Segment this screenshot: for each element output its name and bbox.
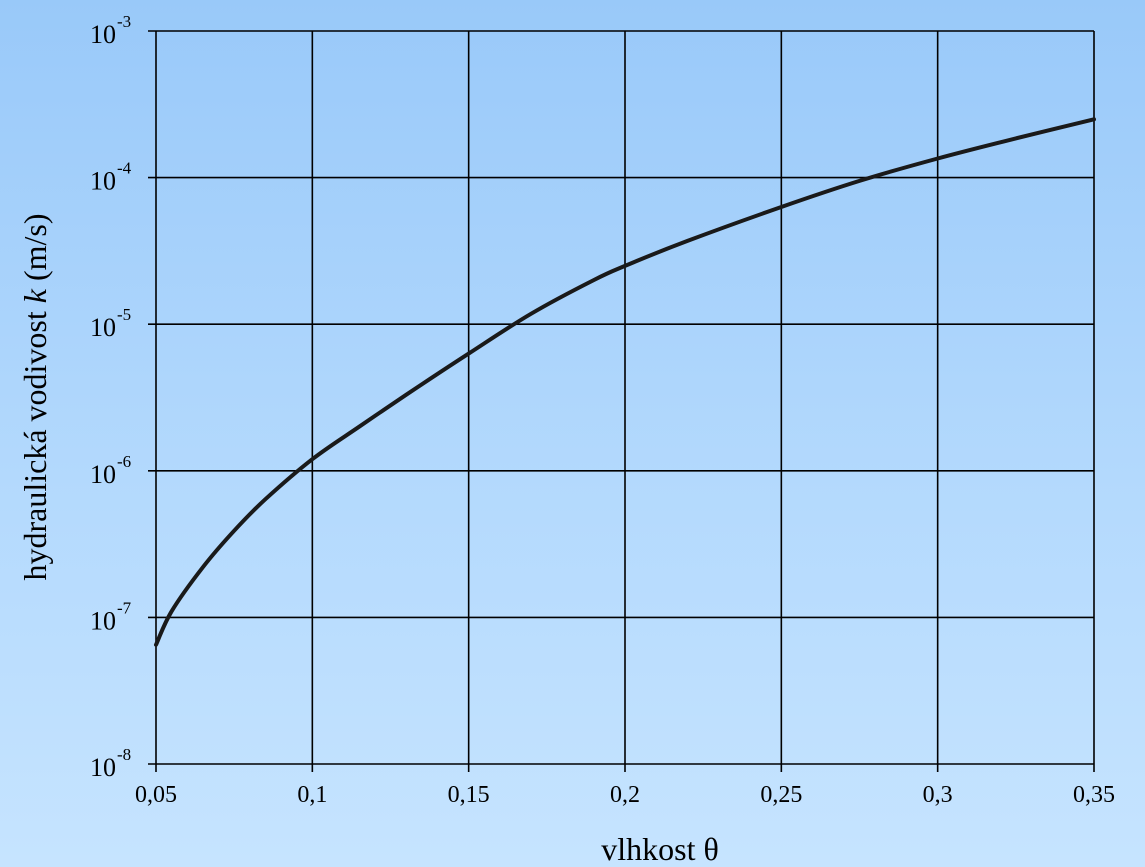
y-tick-labels: 10-310-410-510-610-710-8 [90,12,132,782]
x-tick-label: 0,1 [297,782,327,808]
y-tick-exponent: -6 [117,452,131,471]
y-axis-title-prefix: hydraulická vodivost [17,303,53,580]
y-axis-title-variable: k [17,288,53,303]
y-tick-label: 10 [90,753,116,782]
series-line [154,117,1096,647]
x-tick-label: 0,3 [923,782,953,808]
y-tick-exponent: -7 [117,598,132,617]
y-tick-label: 10 [90,313,116,342]
x-tick-label: 0,35 [1073,782,1115,808]
x-tick-label: 0,15 [448,782,490,808]
y-tick-exponent: -3 [117,12,131,31]
y-tick-label: 10 [90,20,116,49]
y-tick-exponent: -5 [117,305,131,324]
x-tick-label: 0,2 [610,782,640,808]
x-tick-label: 0,05 [135,782,177,808]
y-axis-title-suffix: (m/s) [17,213,53,289]
grid [148,30,1095,772]
y-tick-exponent: -4 [117,159,132,178]
y-tick-label: 10 [90,167,116,196]
x-axis-title: vlhkost θ [601,831,719,867]
y-tick-label: 10 [90,460,116,489]
y-tick-label: 10 [90,606,116,635]
series-layer [154,117,1096,647]
x-tick-label: 0,25 [760,782,802,808]
y-axis-title: hydraulická vodivost k (m/s) [17,213,53,580]
y-tick-exponent: -8 [117,745,131,764]
x-tick-labels: 0,05 0,1 0,15 0,2 0,25 0,3 0,35 [135,782,1115,808]
